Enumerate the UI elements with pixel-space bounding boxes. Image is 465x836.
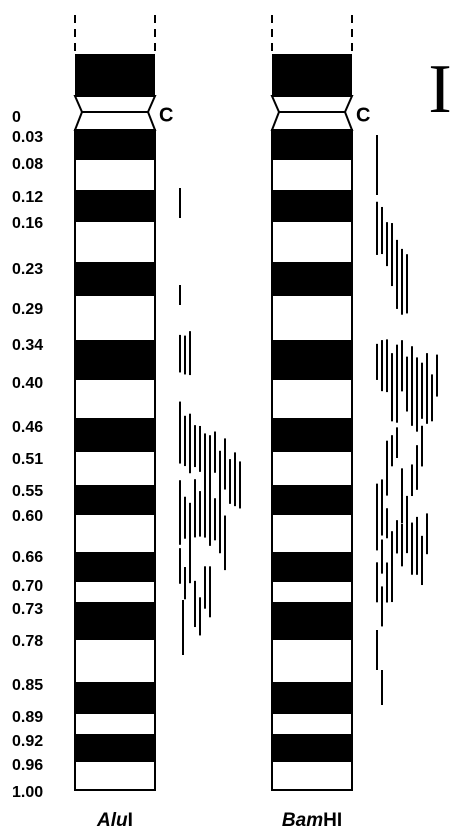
scale-label: 0.29 bbox=[12, 301, 43, 318]
scale-label: 0.70 bbox=[12, 578, 43, 595]
dark-band bbox=[272, 418, 352, 452]
dark-band bbox=[75, 734, 155, 762]
arm-outline bbox=[271, 129, 353, 791]
dark-band bbox=[75, 262, 155, 296]
centromere-label: C bbox=[356, 104, 370, 126]
dark-band bbox=[75, 552, 155, 582]
short-arm bbox=[75, 54, 155, 96]
scale-label: 0.34 bbox=[12, 337, 43, 354]
scale-label: 0.92 bbox=[12, 733, 43, 750]
dark-band bbox=[75, 190, 155, 222]
scale-label: 1.00 bbox=[12, 784, 43, 801]
dark-band bbox=[75, 682, 155, 714]
scale-label: 0.96 bbox=[12, 757, 43, 774]
arm-outline bbox=[74, 129, 156, 791]
centromere-label: C bbox=[159, 104, 173, 126]
enzyme-italic: Alu bbox=[96, 810, 128, 831]
scale-label: 0.66 bbox=[12, 549, 43, 566]
scale-label: 0.40 bbox=[12, 375, 43, 392]
scale-label: 0.55 bbox=[12, 483, 43, 500]
dark-band bbox=[75, 485, 155, 515]
scale-label: 0.89 bbox=[12, 709, 43, 726]
scale-label: 0.16 bbox=[12, 215, 43, 232]
enzyme-label: BamHI bbox=[282, 810, 342, 831]
dark-band bbox=[75, 418, 155, 452]
scale-label: 0.51 bbox=[12, 451, 43, 468]
scale-label: 0.12 bbox=[12, 189, 43, 206]
enzyme-label: AluI bbox=[96, 810, 133, 831]
enzyme-italic: Bam bbox=[282, 810, 323, 831]
dark-band bbox=[75, 130, 155, 160]
dark-band bbox=[75, 340, 155, 380]
scale-label: 0.73 bbox=[12, 601, 43, 618]
scale-label: 0 bbox=[12, 109, 21, 126]
enzyme-roman: HI bbox=[323, 810, 342, 831]
scale-label: 0.60 bbox=[12, 508, 43, 525]
dark-band bbox=[272, 340, 352, 380]
scale-label: 0.78 bbox=[12, 633, 43, 650]
scale-label: 0.46 bbox=[12, 419, 43, 436]
enzyme-roman: I bbox=[128, 810, 133, 831]
dark-band bbox=[272, 734, 352, 762]
dark-band bbox=[272, 682, 352, 714]
dark-band bbox=[272, 190, 352, 222]
scale-label: 0.23 bbox=[12, 261, 43, 278]
dark-band bbox=[272, 262, 352, 296]
dark-band bbox=[272, 552, 352, 582]
dark-band bbox=[272, 485, 352, 515]
figure-label: I bbox=[428, 51, 451, 128]
dark-band bbox=[75, 602, 155, 640]
scale-label: 0.08 bbox=[12, 156, 43, 173]
short-arm bbox=[272, 54, 352, 96]
scale-label: 0.85 bbox=[12, 677, 43, 694]
scale-label: 0.03 bbox=[12, 129, 43, 146]
dark-band bbox=[272, 130, 352, 160]
dark-band bbox=[272, 602, 352, 640]
